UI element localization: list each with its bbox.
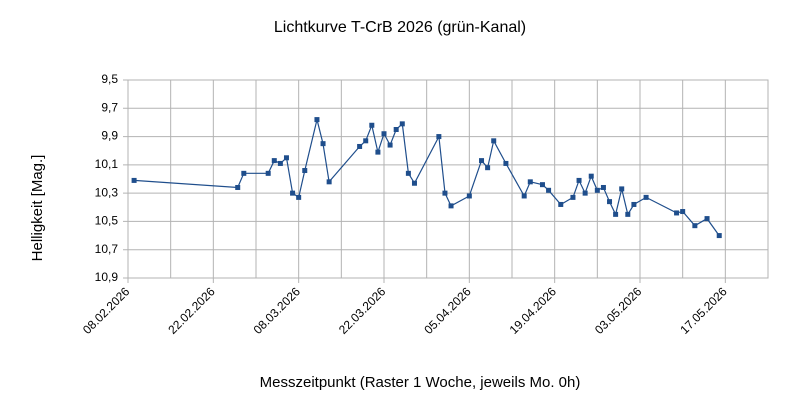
data-point — [387, 142, 393, 148]
x-axis-title: Messzeitpunkt (Raster 1 Woche, jeweils M… — [260, 374, 581, 391]
y-tick-label: 10,7 — [95, 242, 119, 256]
data-point — [296, 194, 302, 200]
data-point — [643, 194, 649, 200]
data-point — [485, 165, 491, 171]
data-point — [399, 121, 405, 127]
chart-title: Lichtkurve T-CrB 2026 (grün-Kanal) — [274, 19, 526, 36]
data-point — [405, 170, 411, 176]
y-axis-title: Helligkeit [Mag.] — [29, 155, 46, 262]
data-point — [558, 201, 564, 207]
data-point — [521, 193, 527, 199]
data-point — [442, 190, 448, 196]
data-point — [692, 223, 698, 229]
x-tick-label: 22.03.2026 — [336, 284, 389, 337]
data-point — [674, 210, 680, 216]
data-point — [539, 182, 545, 188]
data-point — [479, 158, 485, 164]
data-point — [283, 155, 289, 161]
x-tick-label: 19.04.2026 — [507, 284, 560, 337]
data-point — [448, 203, 454, 209]
x-tick-label: 17.05.2026 — [677, 284, 730, 337]
y-tick-label: 10,5 — [95, 214, 119, 228]
data-point — [393, 127, 399, 132]
data-point — [588, 173, 594, 179]
data-point — [235, 184, 241, 190]
y-tick-label: 9,7 — [101, 100, 118, 114]
data-point — [546, 187, 552, 193]
data-point — [302, 168, 308, 174]
data-point — [131, 177, 137, 183]
data-point — [625, 211, 631, 217]
x-tick-label: 05.04.2026 — [421, 284, 474, 337]
data-point — [716, 233, 722, 239]
data-point — [314, 117, 320, 123]
data-point — [265, 170, 271, 176]
data-point — [600, 184, 606, 190]
data-point — [381, 131, 387, 137]
data-point — [503, 160, 509, 166]
x-tick-label: 03.05.2026 — [592, 284, 645, 337]
data-point — [619, 186, 625, 192]
y-tick-label: 9,9 — [101, 129, 118, 143]
data-point — [527, 179, 533, 185]
data-point — [582, 190, 588, 196]
y-tick-label: 10,3 — [95, 185, 119, 199]
data-point — [290, 190, 296, 196]
data-point — [436, 134, 442, 140]
data-point — [576, 177, 582, 183]
data-point — [631, 201, 637, 207]
data-point — [570, 194, 576, 200]
data-point — [326, 179, 332, 185]
data-point — [680, 209, 686, 215]
y-tick-label: 10,1 — [95, 157, 119, 171]
data-point — [491, 138, 497, 144]
data-point — [704, 216, 710, 222]
x-tick-label: 08.02.2026 — [80, 284, 133, 337]
x-tick-label: 08.03.2026 — [251, 284, 304, 337]
data-point — [277, 160, 283, 166]
data-point — [271, 158, 277, 164]
x-tick-label: 22.02.2026 — [165, 284, 218, 337]
plot-frame — [127, 79, 769, 279]
data-point — [466, 193, 472, 199]
data-point — [375, 149, 381, 155]
data-point — [607, 199, 613, 205]
data-point — [320, 141, 326, 147]
y-tick-label: 10,9 — [95, 270, 119, 284]
data-point — [594, 187, 600, 193]
y-tick-label: 9,5 — [101, 72, 118, 86]
data-point — [241, 170, 247, 176]
data-point — [357, 143, 363, 149]
data-point — [613, 211, 619, 217]
data-point — [363, 138, 369, 144]
data-point — [411, 180, 417, 186]
data-point — [369, 122, 375, 128]
